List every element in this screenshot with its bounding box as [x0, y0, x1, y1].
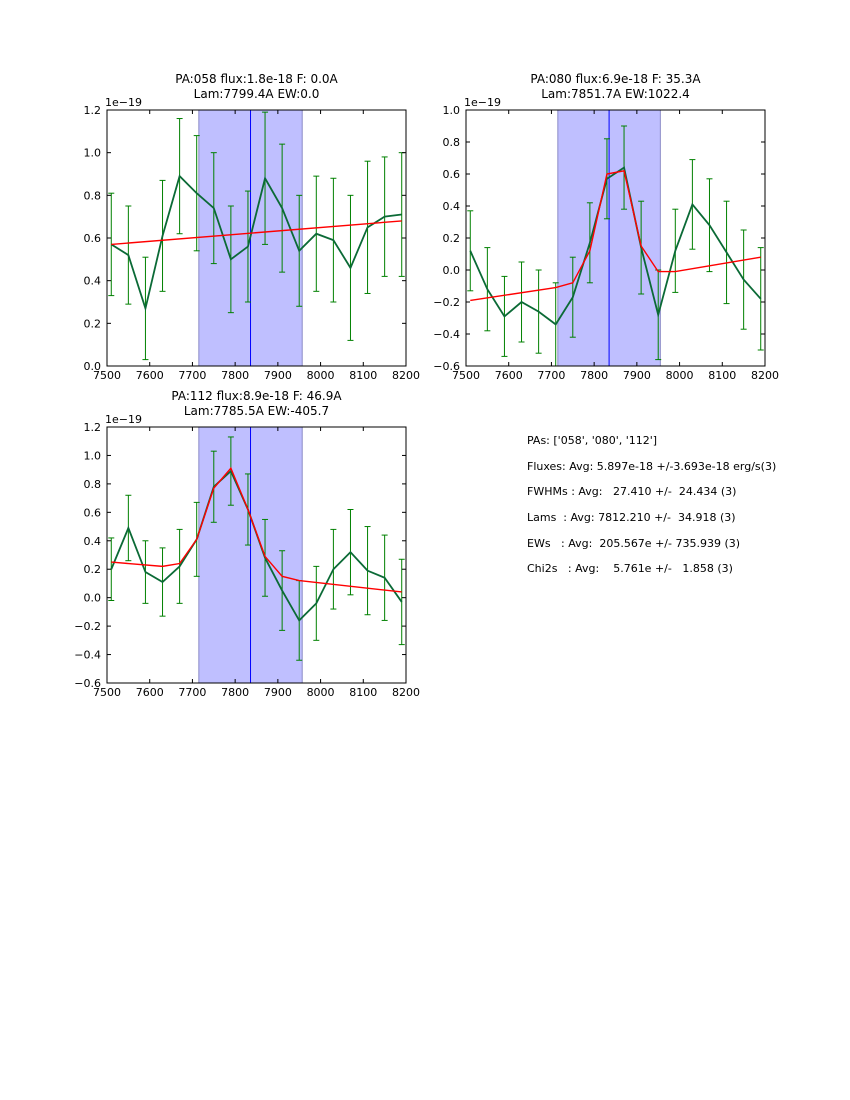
x-tick-label: 7800 [221, 686, 249, 699]
y-tick-label: 0.6 [84, 232, 102, 245]
x-tick-label: 8200 [751, 369, 779, 382]
x-tick-label: 7500 [93, 369, 121, 382]
y-tick-label: −0.4 [433, 328, 460, 341]
x-tick-label: 8100 [708, 369, 736, 382]
summary-stats: PAs: ['058', '080', '112'] Fluxes: Avg: … [527, 434, 776, 588]
chart-title: Lam:7851.7A EW:1022.4 [541, 87, 690, 101]
x-tick-label: 8000 [666, 369, 694, 382]
panel-2: 7500 7600 7700 7800 7900 8000 8100 8200 −0.6 −0.4… [433, 72, 779, 382]
x-tick-label: 8200 [392, 369, 420, 382]
offset-label: 1e−19 [105, 96, 142, 109]
y-tick-label: 0.0 [84, 592, 102, 605]
fit-line [111, 220, 402, 246]
x-tick-label: 7700 [178, 686, 206, 699]
panel-3: 7500 7600 7700 7800 7900 8000 8100 8200 −0.6 −0.4… [74, 389, 420, 699]
x-tick-label: 8200 [392, 686, 420, 699]
y-tick-label: 0.6 [443, 168, 461, 181]
x-tick-label: 8000 [307, 369, 335, 382]
chart-title: PA:112 flux:8.9e-18 F: 46.9A [171, 389, 342, 403]
x-tick-label: 7800 [580, 369, 608, 382]
y-tick-label: 1.0 [84, 147, 102, 160]
y-tick-label: −0.2 [74, 620, 101, 633]
y-tick-label: 0.8 [84, 189, 102, 202]
x-tick-label: 7700 [178, 369, 206, 382]
offset-label: 1e−19 [105, 413, 142, 426]
stats-fluxes: Fluxes: Avg: 5.897e-18 +/-3.693e-18 erg/… [527, 459, 777, 473]
x-tick-label: 8100 [349, 369, 377, 382]
fit-line [111, 466, 402, 593]
chart-title: PA:058 flux:1.8e-18 F: 0.0A [175, 72, 338, 86]
y-tick-label: −0.6 [433, 360, 460, 373]
y-tick-label: 0.4 [443, 200, 461, 213]
y-tick-label: 0.2 [443, 232, 461, 245]
stats-fwhms: FWHMs : Avg: 27.410 +/- 24.434 (3) [527, 485, 737, 499]
y-tick-label: −0.4 [74, 649, 101, 662]
x-tick-label: 7600 [136, 686, 164, 699]
y-tick-label: 1.2 [84, 421, 102, 434]
fit-line [470, 169, 761, 302]
x-tick-label: 7900 [264, 369, 292, 382]
y-tick-label: 0.0 [443, 264, 461, 277]
panel-1: 7500 7600 7700 7800 7900 8000 8100 8200 0.0 0.2 0.… [84, 72, 421, 382]
axes-frame [106, 426, 407, 684]
data-series-line [110, 174, 402, 312]
y-tick-label: 0.6 [84, 506, 102, 519]
y-tick-label: 0.8 [84, 478, 102, 491]
x-tick-label: 7900 [623, 369, 651, 382]
data-series-line [469, 166, 762, 326]
y-tick-label: 1.0 [84, 449, 102, 462]
x-tick-label: 8000 [307, 686, 335, 699]
chart-title: Lam:7799.4A EW:0.0 [194, 87, 320, 101]
y-tick-label: 0.2 [84, 563, 102, 576]
x-tick-label: 7600 [136, 369, 164, 382]
y-tick-label: 1.0 [443, 104, 461, 117]
y-tick-label: 0.4 [84, 275, 102, 288]
y-tick-label: 0.4 [84, 535, 102, 548]
y-tick-label: 0.2 [84, 317, 102, 330]
x-tick-label: 7600 [495, 369, 523, 382]
y-tick-label: −0.2 [433, 296, 460, 309]
stats-ews: EWs : Avg: 205.567e +/- 735.939 (3) [527, 536, 741, 550]
y-tick-label: 0.0 [84, 360, 102, 373]
stats-lams: Lams : Avg: 7812.210 +/- 34.918 (3) [527, 511, 736, 525]
offset-label: 1e−19 [464, 96, 501, 109]
x-tick-label: 7800 [221, 369, 249, 382]
x-tick-label: 7500 [93, 686, 121, 699]
x-tick-label: 7700 [537, 369, 565, 382]
stats-pas: PAs: ['058', '080', '112'] [527, 434, 658, 447]
stats-chi2s: Chi2s : Avg: 5.761e +/- 1.858 (3) [527, 562, 733, 576]
errorbar [467, 210, 474, 292]
chart-title: Lam:7785.5A EW:-405.7 [184, 404, 329, 418]
x-tick-label: 7900 [264, 686, 292, 699]
y-tick-label: 1.2 [84, 104, 102, 117]
x-tick-label: 7500 [452, 369, 480, 382]
y-tick-label: 0.8 [443, 136, 461, 149]
chart-title: PA:080 flux:6.9e-18 F: 35.3A [530, 72, 701, 86]
y-tick-label: −0.6 [74, 677, 101, 690]
x-tick-label: 8100 [349, 686, 377, 699]
